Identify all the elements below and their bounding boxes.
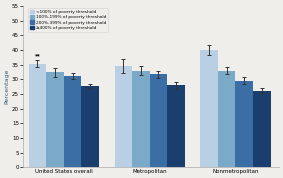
Bar [81, 86, 99, 167]
Text: **: ** [35, 54, 40, 59]
Bar [200, 50, 218, 167]
Bar [235, 81, 253, 167]
Bar [132, 71, 150, 167]
Bar [150, 74, 167, 167]
Bar [167, 85, 185, 167]
Bar [29, 64, 46, 167]
Bar [46, 72, 64, 167]
Bar [218, 71, 235, 167]
Bar [64, 76, 81, 167]
Bar [115, 66, 132, 167]
Bar [253, 91, 271, 167]
Legend: <100% of poverty threshold, 100%-199% of poverty threshold, 200%-399% of poverty: <100% of poverty threshold, 100%-199% of… [28, 8, 108, 32]
Y-axis label: Percentage: Percentage [4, 69, 9, 104]
